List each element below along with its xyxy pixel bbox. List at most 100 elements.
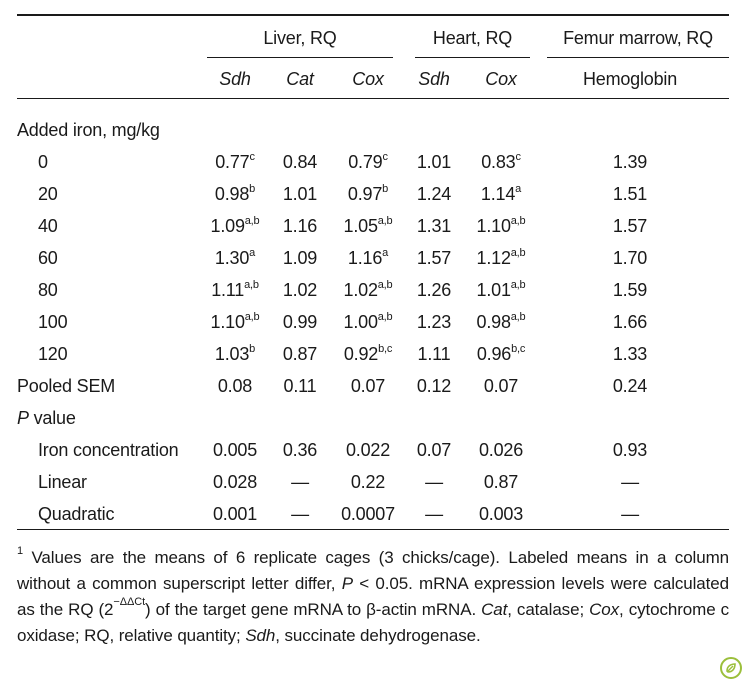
top-rule <box>17 14 729 16</box>
header-rule <box>17 98 729 99</box>
cell-value: 0.98 <box>476 312 511 332</box>
table-cell: 1.09a,b <box>190 215 280 237</box>
cell-value: 0.83 <box>481 152 516 172</box>
table-cell: 1.23 <box>389 311 479 333</box>
cell-value: 0.07 <box>483 376 519 396</box>
table-cell: 1.11 <box>389 343 479 365</box>
cell-value: 0.11 <box>283 376 317 396</box>
cell-value: 0.87 <box>282 344 318 364</box>
group-rule-heart <box>415 57 530 58</box>
cell-superscript: a,b <box>244 215 260 227</box>
cell-value: 1.00 <box>343 312 378 332</box>
table-cell: 1.01 <box>255 183 345 205</box>
footnote-marker: 1 <box>17 545 24 558</box>
cell-value: 1.14 <box>480 184 516 204</box>
footnote-abbr-cox: Cox <box>589 600 620 619</box>
footnote-text: , cytochrome c oxidase; RQ, relative qua… <box>17 600 729 645</box>
footnote-text: < 0.05. mRNA expression levels were calc… <box>17 574 729 619</box>
cell-value: 1.16 <box>282 216 318 236</box>
cell-value: 1.30 <box>214 248 250 268</box>
p-label-rest: value <box>28 408 76 428</box>
row-label-pooled-sem: Pooled SEM <box>17 376 116 396</box>
table-cell: 1.12a,b <box>456 247 546 269</box>
table-cell: 1.33 <box>585 343 675 365</box>
footnote-p-symbol: P <box>341 574 353 593</box>
group-rule-liver <box>207 57 393 58</box>
footnote-text: , catalase; <box>507 600 590 619</box>
table-cell: 0.0007 <box>323 503 413 525</box>
cell-value: 1.33 <box>612 344 648 364</box>
table-cell: 1.57 <box>585 215 675 237</box>
table-cell: 0.12 <box>389 375 479 397</box>
cell-superscript: c <box>382 151 388 163</box>
subcol-header: Cat <box>286 69 314 89</box>
p-symbol: P <box>17 408 29 428</box>
table-cell: 1.10a,b <box>456 215 546 237</box>
group-header-femur: Femur marrow, RQ <box>563 28 713 48</box>
table-cell: — <box>255 503 345 525</box>
row-label: Quadratic <box>38 504 115 524</box>
cell-value: 1.10 <box>476 216 511 236</box>
cell-value: — <box>291 472 309 492</box>
table-cell: 1.02a,b <box>323 279 413 301</box>
cell-superscript: b,c <box>511 343 526 355</box>
subcol-header: Cox <box>352 69 384 89</box>
table-cell: 0.87 <box>255 343 345 365</box>
cell-value: 1.05 <box>343 216 378 236</box>
table-cell: 1.59 <box>585 279 675 301</box>
cell-superscript: a,b <box>510 215 526 227</box>
table-cell: 0.24 <box>585 375 675 397</box>
table-cell: 1.70 <box>585 247 675 269</box>
cell-superscript: a,b <box>244 279 259 291</box>
footnote-text: , succinate dehydrogenase. <box>275 626 481 645</box>
row-label: 60 <box>38 248 58 268</box>
table-cell: 0.87 <box>456 471 546 493</box>
table-footnote: 1 Values are the means of 6 replicate ca… <box>17 545 729 649</box>
cell-value: 1.02 <box>343 280 378 300</box>
cell-value: — <box>425 472 443 492</box>
cell-value: 0.97 <box>347 184 383 204</box>
cell-value: 1.51 <box>612 184 648 204</box>
cell-superscript: b <box>382 183 389 195</box>
table-cell: — <box>255 471 345 493</box>
cell-value: 1.31 <box>416 216 452 236</box>
subcol-header: Sdh <box>418 69 450 89</box>
table-cell: 1.57 <box>389 247 479 269</box>
row-label: 40 <box>38 216 58 236</box>
cell-value: 0.08 <box>217 376 253 396</box>
table-cell: 1.00a,b <box>323 311 413 333</box>
group-header-liver: Liver, RQ <box>263 28 337 48</box>
table-cell: 0.83c <box>456 151 546 173</box>
cell-value: 1.02 <box>282 280 318 300</box>
cell-value: 0.87 <box>483 472 519 492</box>
cell-value: 1.66 <box>612 312 648 332</box>
cell-superscript: a <box>249 247 256 259</box>
table-cell: 1.11a,b <box>190 279 280 301</box>
cell-superscript: b <box>249 183 256 195</box>
table-cell: 1.26 <box>389 279 479 301</box>
cell-value: 1.59 <box>612 280 648 300</box>
table-cell: 1.10a,b <box>190 311 280 333</box>
cell-superscript: a <box>515 183 522 195</box>
table-cell: 0.96b,c <box>456 343 546 365</box>
table-cell: 1.39 <box>585 151 675 173</box>
table-cell: 0.11 <box>255 375 345 397</box>
table-cell: — <box>389 471 479 493</box>
table-cell: 1.05a,b <box>323 215 413 237</box>
table-cell: 0.99 <box>255 311 345 333</box>
cell-value: 1.01 <box>476 280 511 300</box>
table-cell: 0.98b <box>190 183 280 205</box>
cell-value: 0.022 <box>345 440 391 460</box>
section-label-added-iron: Added iron, mg/kg <box>17 120 160 140</box>
cell-value: 1.03 <box>214 344 250 364</box>
cell-superscript: a,b <box>377 279 393 291</box>
table-cell: 1.09 <box>255 247 345 269</box>
table-cell: 0.07 <box>389 439 479 461</box>
cell-value: 0.36 <box>282 440 318 460</box>
footnote-text: Values are the means of 6 replicate cage… <box>17 548 729 593</box>
group-header-heart: Heart, RQ <box>432 28 513 48</box>
table-cell: — <box>389 503 479 525</box>
table-cell: 1.01 <box>389 151 479 173</box>
cell-superscript: a,b <box>377 215 393 227</box>
cell-value: 0.026 <box>478 440 524 460</box>
